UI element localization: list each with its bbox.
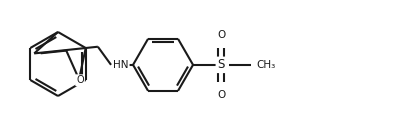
Text: S: S: [217, 58, 225, 71]
Text: O: O: [217, 30, 225, 40]
Text: HN: HN: [113, 60, 129, 70]
Text: O: O: [76, 75, 84, 85]
Text: CH₃: CH₃: [256, 60, 275, 70]
Text: O: O: [217, 90, 225, 100]
